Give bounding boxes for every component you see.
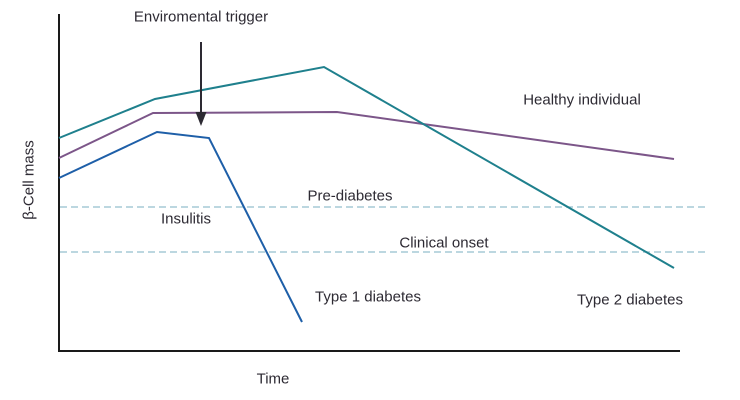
series-line-type-2-diabetes: [58, 65, 675, 269]
y-axis-label: β-Cell mass: [20, 140, 38, 220]
trigger-arrow-head-icon: [195, 112, 207, 126]
series-line-healthy-individual: [58, 110, 675, 160]
type-1-diabetes-label: Type 1 diabetes: [315, 288, 421, 306]
clinical-onset-threshold-label: Clinical onset: [399, 234, 489, 252]
insulitis-label: Insulitis: [160, 210, 212, 228]
pre-diabetes-threshold-label: Pre-diabetes: [307, 187, 393, 205]
x-axis-label: Time: [256, 370, 290, 388]
environmental-trigger-label: Enviromental trigger: [133, 8, 269, 26]
healthy-individual-label: Healthy individual: [523, 91, 641, 109]
type-2-diabetes-label: Type 2 diabetes: [577, 291, 683, 309]
series-line-type-1-diabetes: [58, 130, 303, 323]
